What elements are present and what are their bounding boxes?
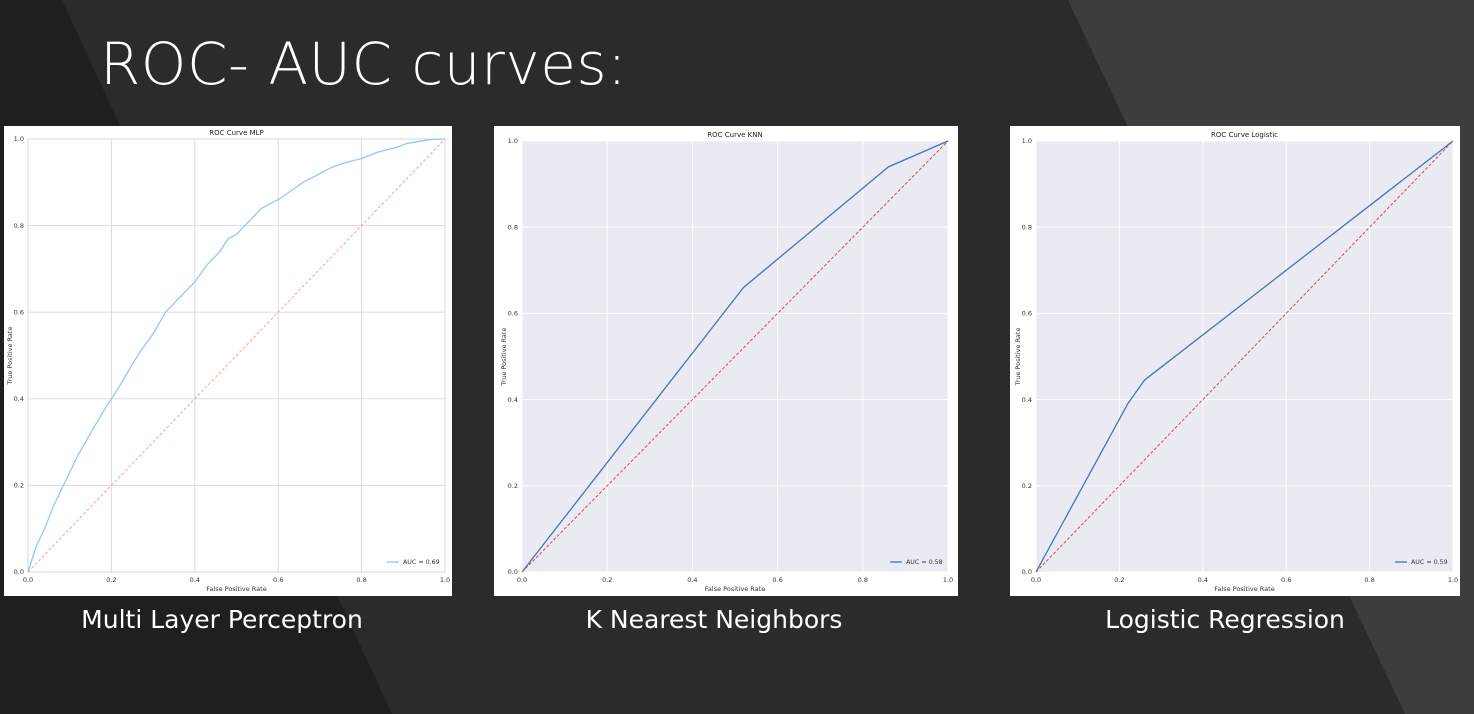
chance-diagonal-line (27, 138, 446, 573)
x-tick-label: 0.2 (602, 576, 612, 584)
y-tick-label: 0.0 (508, 568, 518, 576)
y-tick-label: 0.2 (1022, 482, 1032, 490)
y-tick-label: 0.6 (1022, 310, 1032, 318)
y-tick-label: 0.0 (1022, 568, 1032, 576)
roc-chart-mlp-svg: 0.0 0.2 0.4 0.6 0.8 1.0 0.0 0.2 0.4 0.6 0.8 1.0 ROC … (6, 129, 450, 593)
y-tick-label: 1.0 (1022, 137, 1032, 145)
caption-mlp: Multi Layer Perceptron (81, 605, 363, 634)
x-tick-label: 0.8 (356, 576, 366, 584)
y-tick-label: 0.8 (508, 223, 518, 231)
x-tick-label: 0.4 (1198, 576, 1208, 584)
y-tick-label: 0.0 (14, 568, 24, 576)
y-tick-label: 0.8 (14, 222, 24, 230)
y-axis-label: True Positive Rate (6, 327, 14, 386)
x-tick-label: 1.0 (1448, 576, 1458, 584)
y-tick-label: 1.0 (508, 137, 518, 145)
x-axis-label: False Positive Rate (705, 585, 765, 593)
x-tick-label: 0.0 (23, 576, 33, 584)
y-tick-label: 0.2 (508, 482, 518, 490)
x-tick-label: 0.4 (190, 576, 200, 584)
chart-title: ROC Curve MLP (209, 129, 264, 137)
x-tick-label: 0.2 (106, 576, 116, 584)
y-tick-label: 1.0 (14, 135, 24, 143)
x-tick-label: 1.0 (943, 576, 953, 584)
y-tick-label: 0.6 (508, 310, 518, 318)
chart-title: ROC Curve KNN (707, 131, 762, 139)
plot-area (1036, 141, 1453, 572)
roc-chart-mlp: 0.0 0.2 0.4 0.6 0.8 1.0 0.0 0.2 0.4 0.6 0.8 1.0 ROC … (4, 126, 452, 596)
x-axis-label: False Positive Rate (206, 585, 266, 593)
x-tick-label: 0.2 (1114, 576, 1124, 584)
roc-curve-line (27, 138, 446, 573)
roc-chart-knn: 0.0 0.2 0.4 0.6 0.8 1.0 0.0 0.2 0.4 0.6 0.8 1.0 ROC … (494, 126, 958, 596)
chart-title: ROC Curve Logistic (1211, 131, 1278, 139)
x-tick-label: 0.8 (858, 576, 868, 584)
x-tick-label: 0.4 (687, 576, 697, 584)
y-tick-label: 0.4 (508, 396, 518, 404)
y-tick-label: 0.6 (14, 308, 24, 316)
roc-curve-line (1035, 140, 1454, 573)
legend-label: AUC = 0.69 (403, 559, 440, 566)
legend-label: AUC = 0.58 (906, 559, 943, 566)
x-tick-label: 0.6 (273, 576, 283, 584)
y-tick-label: 0.8 (1022, 223, 1032, 231)
slide-title: ROC- AUC curves: (100, 30, 628, 98)
caption-knn: K Nearest Neighbors (585, 605, 843, 634)
caption-logistic: Logistic Regression (1105, 605, 1345, 634)
roc-curve-line (521, 140, 949, 573)
legend-label: AUC = 0.59 (1411, 559, 1448, 566)
chance-diagonal-line (521, 140, 949, 573)
y-tick-label: 0.4 (14, 395, 24, 403)
x-axis-label: False Positive Rate (1214, 585, 1274, 593)
x-tick-label: 0.0 (517, 576, 527, 584)
y-tick-label: 0.4 (1022, 396, 1032, 404)
y-tick-label: 0.2 (14, 482, 24, 490)
x-tick-label: 0.6 (772, 576, 782, 584)
x-tick-label: 0.8 (1364, 576, 1374, 584)
roc-chart-logistic: 0.0 0.2 0.4 0.6 0.8 1.0 0.0 0.2 0.4 0.6 0.8 1.0 ROC … (1010, 126, 1460, 596)
x-tick-label: 0.6 (1281, 576, 1291, 584)
y-axis-label: True Positive Rate (1014, 328, 1022, 387)
y-axis-label: True Positive Rate (500, 328, 508, 387)
roc-chart-knn-svg: 0.0 0.2 0.4 0.6 0.8 1.0 0.0 0.2 0.4 0.6 0.8 1.0 ROC … (500, 131, 953, 593)
x-tick-label: 0.0 (1031, 576, 1041, 584)
x-tick-label: 1.0 (440, 576, 450, 584)
roc-chart-logistic-svg: 0.0 0.2 0.4 0.6 0.8 1.0 0.0 0.2 0.4 0.6 0.8 1.0 ROC … (1014, 131, 1458, 593)
